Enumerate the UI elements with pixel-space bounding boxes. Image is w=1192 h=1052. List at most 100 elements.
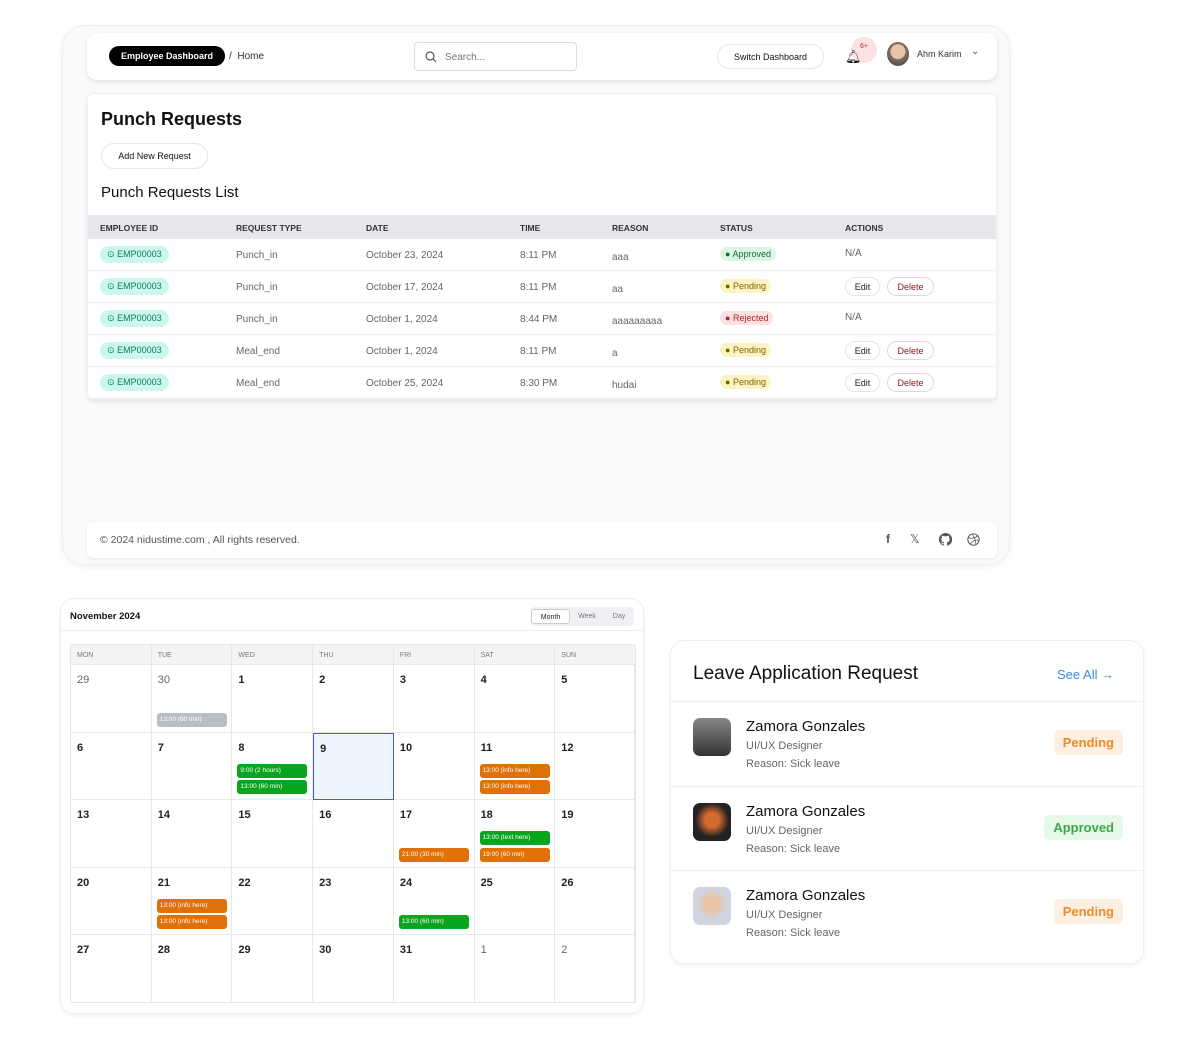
calendar-day[interactable]: 30 [313,935,394,1003]
calendar-day[interactable]: 3 [393,665,475,733]
request-reason: a [612,348,618,359]
leave-request-item[interactable]: Zamora Gonzales UI/UX Designer Reason: Sic… [671,785,1143,871]
calendar-day[interactable]: 12 [555,732,636,801]
calendar-day[interactable]: 26 [555,867,636,936]
calendar-day[interactable]: 23 [313,867,394,936]
column-header: DATE [366,223,389,233]
day-number: 9 [320,742,327,755]
chevron-down-icon[interactable]: ⌄ [971,46,980,57]
breadcrumb-home[interactable]: Home [237,51,265,62]
calendar-event[interactable]: 9:00 (2 hours) [237,763,308,778]
calendar-day[interactable]: 28 [151,935,233,1003]
calendar-day[interactable]: 16 [313,800,394,868]
calendar-day[interactable]: 18 [474,800,556,868]
table-row: ⊙ EMP00003 Meal_end October 25, 2024 8:30 P… [88,367,996,399]
github-icon[interactable] [939,533,952,546]
search-input[interactable]: Search... [414,42,577,71]
calendar-day[interactable]: 19 [555,800,636,868]
day-number: 5 [561,674,568,686]
calendar-day[interactable]: 25 [474,867,556,936]
calendar-day[interactable]: 31 [393,935,475,1003]
calendar-day[interactable]: 13 [71,800,152,868]
column-header: REQUEST TYPE [236,223,302,233]
delete-button[interactable]: Delete [887,277,934,296]
user-name[interactable]: Ahm Karim [917,49,962,59]
request-date: October 1, 2024 [366,346,438,357]
calendar-day[interactable]: 15 [232,800,314,868]
calendar-day[interactable]: 29 [232,935,314,1003]
delete-button[interactable]: Delete [887,341,934,360]
table-header: EMPLOYEE ID REQUEST TYPE DATE TIME REASON STA… [88,215,996,239]
calendar-day[interactable]: 6 [71,732,152,801]
calendar-event[interactable]: 13:00 (info here) [156,915,227,930]
table-row: ⊙ EMP00003 Punch_in October 23, 2024 8:11 P… [88,239,996,271]
day-number: 31 [399,944,413,957]
leave-request-item[interactable]: Zamora Gonzales UI/UX Designer Reason: Sic… [671,701,1143,786]
calendar-event[interactable]: 21:00 (30 min) [398,847,469,862]
breadcrumb: / Home [229,51,264,62]
calendar-day[interactable]: 8 [232,732,314,801]
day-number: 8 [238,741,245,754]
calendar-day[interactable]: 2 [313,665,394,733]
calendar-event[interactable]: 13:00 (info here) [156,898,227,913]
calendar-day[interactable]: 20 [71,867,152,936]
avatar [693,887,731,925]
facebook-icon[interactable]: f [886,532,890,546]
column-header: EMPLOYEE ID [100,223,159,233]
calendar-day[interactable]: 17 [393,800,475,868]
view-day-button[interactable]: Day [612,613,626,620]
employee-id-badge: ⊙ EMP00003 [100,246,169,263]
employee-name: Zamora Gonzales [746,718,866,735]
delete-button[interactable]: Delete [887,373,934,392]
edit-button[interactable]: Edit [845,277,880,296]
dribbble-icon[interactable] [967,533,980,546]
x-icon[interactable]: 𝕏 [910,532,920,546]
edit-button[interactable]: Edit [845,341,880,360]
view-week-button[interactable]: Week [578,613,596,620]
status-badge: Approved [1044,814,1123,840]
request-reason: aaaaaaaaa [612,316,663,327]
check-circle-icon: ⊙ [107,249,115,259]
calendar-day[interactable]: 14 [151,800,233,868]
avatar[interactable] [887,42,909,66]
calendar-day-today[interactable]: 9 [313,732,394,801]
calendar-day[interactable]: 27 [71,935,152,1003]
request-type: Punch_in [236,250,278,261]
calendar-day[interactable]: 22 [232,867,314,936]
calendar-event[interactable]: 13:00 (text here) [479,831,550,846]
weekday-header: WED [232,645,314,665]
status-text: Approved [732,249,771,259]
calendar-day[interactable]: 5 [555,665,636,733]
calendar-event[interactable]: 19:00 (60 min) [479,847,550,862]
calendar-day[interactable]: 24 [393,867,475,936]
calendar-day[interactable]: 7 [151,732,233,801]
view-month-button[interactable]: Month [531,609,570,624]
calendar-day[interactable]: 4 [474,665,556,733]
edit-button[interactable]: Edit [845,373,880,392]
leave-request-item[interactable]: Zamora Gonzales UI/UX Designer Reason: Sic… [671,870,1143,955]
see-all-link[interactable]: See All → [1057,667,1115,682]
calendar-day[interactable]: 30 [151,665,233,733]
calendar-event[interactable]: 13:00 (60 min) [237,780,308,795]
bell-icon[interactable]: 🔔︎ [845,49,862,64]
calendar-event[interactable]: 13:00 (info here) [479,780,550,795]
calendar-day[interactable]: 1 [474,935,556,1003]
day-number: 10 [399,741,413,754]
calendar-day[interactable]: 2 [555,935,636,1003]
search-icon [425,51,437,63]
calendar-day[interactable]: 29 [71,665,152,733]
employee-role: UI/UX Designer [746,740,823,752]
status-badge: Pending [1053,899,1123,924]
calendar-day[interactable]: 11 [474,732,556,801]
calendar-day[interactable]: 21 [151,867,233,936]
calendar-event[interactable]: 13:00 (60 min) [398,915,469,930]
add-new-request-button[interactable]: Add New Request [101,143,208,169]
calendar-day[interactable]: 1 [232,665,314,733]
calendar-day[interactable]: 10 [393,732,475,801]
footer: © 2024 nidustime.com , All rights reserv… [87,522,997,558]
calendar-event[interactable]: 13:00 (info here) [479,763,550,778]
calendar-event[interactable]: 13:00 (60 min) [156,712,227,727]
day-number: 25 [480,876,493,889]
switch-dashboard-button[interactable]: Switch Dashboard [717,44,824,69]
employee-dashboard-link[interactable]: Employee Dashboard [109,46,226,66]
